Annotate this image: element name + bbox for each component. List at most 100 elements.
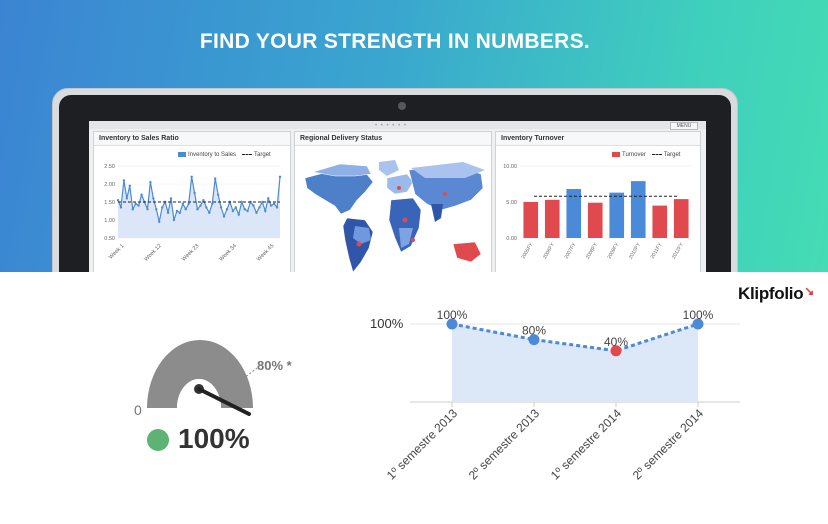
gauge-value: 100% — [178, 423, 250, 454]
bar — [673, 199, 689, 238]
data-label: 100% — [437, 308, 468, 322]
legend-target-dash — [651, 154, 662, 155]
logo-tick-icon: ↘ — [804, 284, 815, 298]
data-point — [692, 318, 704, 330]
map-region-greenland — [379, 160, 399, 176]
data-point — [128, 184, 131, 187]
data-point — [258, 206, 261, 209]
data-point — [237, 213, 240, 216]
hero-banner: FIND YOUR STRENGTH IN NUMBERS. • • • • •… — [0, 0, 828, 272]
y-tick-label: 0.50 — [104, 236, 115, 242]
data-point — [169, 197, 173, 200]
data-point — [267, 197, 270, 200]
data-point — [155, 208, 158, 211]
chart-legend: Turnover Target — [612, 152, 680, 158]
data-label: 100% — [683, 308, 714, 322]
data-point — [190, 175, 193, 178]
camera-icon — [398, 102, 406, 110]
y-axis-label: 100% — [370, 316, 404, 331]
data-point — [219, 206, 223, 209]
data-point — [187, 202, 190, 205]
map-region-europe — [386, 173, 414, 195]
y-tick-label: 1.50 — [104, 200, 115, 206]
data-point — [225, 208, 229, 211]
bar — [587, 202, 603, 238]
data-point — [216, 193, 220, 196]
bar — [566, 189, 582, 238]
y-tick-label: 2.50 — [104, 164, 115, 170]
data-point — [202, 199, 205, 202]
legend-swatch — [612, 152, 620, 157]
data-point — [275, 206, 279, 209]
map-region-india — [431, 204, 443, 222]
data-point — [160, 206, 164, 209]
data-point — [146, 208, 149, 211]
data-point — [125, 197, 129, 200]
map-region-brazil — [353, 226, 371, 244]
data-point — [222, 215, 226, 218]
inventory-turnover-panel: Inventory Turnover Turnover Target 10.00 5… — [495, 131, 701, 272]
screen-top-bar: • • • • • • MENU — [89, 121, 706, 130]
klipfolio-logo: Klipfolio↘ — [738, 284, 814, 304]
inventory-sales-panel: Inventory to Sales Ratio Inventory to Sa… — [93, 131, 291, 272]
data-label: 40% — [604, 335, 628, 349]
data-point — [137, 204, 140, 207]
x-tick-label: 2º semestre 2013 — [466, 406, 542, 482]
data-point — [199, 204, 202, 207]
y-tick-label: 1.00 — [104, 218, 115, 224]
data-point — [122, 179, 126, 182]
data-point — [152, 197, 155, 200]
map-alert-marker — [356, 241, 362, 247]
bar — [544, 199, 560, 238]
status-indicator-icon — [147, 429, 169, 451]
data-point — [240, 200, 243, 204]
logo-text: Klipfolio — [738, 284, 804, 303]
data-point — [131, 208, 134, 211]
panel-title: Inventory to Sales Ratio — [94, 132, 290, 146]
data-point — [175, 209, 179, 213]
y-tick-label: 10.00 — [503, 164, 517, 170]
map-region-russia — [411, 162, 485, 178]
data-point — [272, 202, 276, 205]
panel-title: Inventory Turnover — [496, 132, 700, 146]
data-point — [116, 199, 120, 202]
panel-title: Regional Delivery Status — [295, 132, 491, 146]
map-alert-marker — [402, 217, 408, 223]
world-map — [304, 160, 485, 272]
bar — [630, 181, 646, 238]
data-point — [172, 218, 176, 222]
data-point — [181, 202, 184, 205]
x-tick-label: 1º semestre 2014 — [548, 406, 624, 482]
data-point — [140, 193, 143, 196]
y-tick-label: 2.00 — [104, 182, 115, 188]
legend-series-label: Turnover — [622, 152, 646, 159]
bar — [609, 192, 625, 238]
chart-legend: Inventory to Sales Target — [178, 152, 271, 158]
area-fill — [452, 324, 698, 402]
data-point — [208, 211, 211, 214]
dashboard-screen: • • • • • • MENU Inventory to Sales Rati… — [89, 121, 706, 272]
data-point — [184, 208, 187, 211]
data-point — [134, 202, 137, 205]
legend-swatch — [178, 152, 186, 157]
menu-button[interactable]: MENU — [670, 122, 698, 130]
map-alert-marker — [397, 186, 401, 190]
data-point — [231, 209, 235, 213]
map-alert-marker — [411, 238, 415, 242]
page-dots: • • • • • • — [375, 123, 407, 129]
data-point — [610, 345, 622, 357]
data-point — [196, 208, 199, 211]
data-point — [205, 206, 208, 209]
legend-target-dash — [242, 154, 253, 155]
data-point — [119, 206, 123, 209]
map-region-africa-south — [399, 228, 413, 248]
map-region-canada — [312, 163, 372, 177]
regional-delivery-panel: Regional Delivery Status — [294, 131, 492, 272]
gauge-min-label: 0 — [134, 402, 142, 418]
data-point — [278, 175, 282, 178]
laptop-frame: • • • • • • MENU Inventory to Sales Rati… — [52, 88, 738, 272]
data-point — [234, 206, 238, 209]
